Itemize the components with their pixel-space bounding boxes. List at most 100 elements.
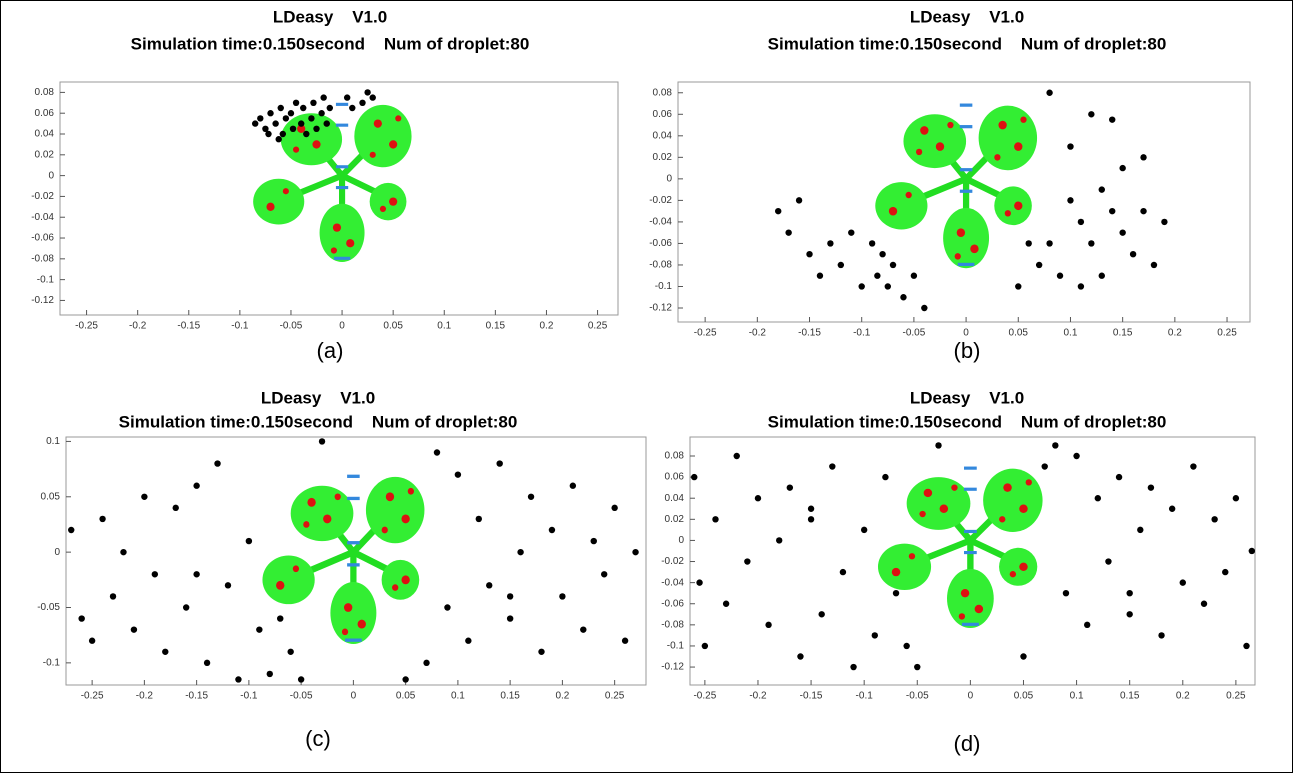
y-tick-label: -0.06 (31, 233, 54, 244)
y-tick-label: -0.02 (31, 191, 54, 202)
x-tick-label: -0.15 (177, 321, 200, 332)
x-tick-label: -0.25 (81, 691, 104, 702)
droplet (696, 579, 703, 586)
droplet (935, 442, 942, 449)
x-tick-label: 0.05 (1009, 328, 1029, 339)
droplet (318, 110, 325, 117)
x-tick-label: 0.1 (1070, 691, 1084, 702)
droplet (816, 272, 824, 279)
x-tick-label: 0 (339, 321, 345, 332)
x-tick-label: 0.25 (1217, 328, 1237, 339)
droplet (1129, 250, 1137, 258)
droplet (326, 104, 334, 112)
x-tick-label: -0.2 (136, 691, 154, 702)
droplet (914, 663, 921, 671)
x-tick-label: 0.05 (396, 691, 416, 702)
droplet (569, 482, 577, 489)
droplet (1077, 218, 1085, 226)
x-tick-label: 0 (968, 691, 974, 702)
droplet (1147, 484, 1155, 491)
droplet (775, 207, 782, 215)
droplet (277, 104, 284, 112)
droplet (860, 526, 868, 534)
droplet (369, 94, 376, 101)
droplet (559, 593, 566, 600)
x-tick-label: 0.1 (451, 691, 465, 702)
droplet (1088, 111, 1095, 118)
droplet (203, 659, 211, 667)
droplet (245, 537, 253, 545)
droplet (1052, 442, 1059, 449)
droplet (120, 548, 127, 556)
x-tick-label: 0 (963, 328, 969, 339)
droplet (1243, 642, 1250, 650)
y-tick-label: -0.12 (31, 295, 54, 306)
droplet (1232, 495, 1240, 502)
droplet (1025, 240, 1032, 247)
y-tick-label: -0.04 (661, 577, 684, 588)
droplet (265, 130, 272, 138)
x-tick-label: -0.2 (749, 328, 767, 339)
y-tick-label: 0 (666, 174, 672, 185)
x-tick-label: 0 (351, 691, 357, 702)
y-tick-label: 0.02 (665, 514, 685, 525)
droplet (1094, 495, 1102, 502)
y-tick-label: -0.1 (655, 281, 673, 292)
droplet (1140, 154, 1147, 161)
caption: (d) (954, 731, 981, 756)
droplet (1190, 463, 1197, 470)
droplet (151, 571, 159, 578)
droplet (1211, 516, 1218, 523)
droplet (1200, 600, 1208, 607)
plot-content (691, 442, 1255, 671)
droplet (266, 670, 273, 678)
droplet (308, 115, 315, 122)
y-tick-label: 0.06 (35, 108, 55, 119)
droplet (1119, 164, 1126, 172)
droplet (807, 516, 815, 523)
droplet (272, 120, 279, 127)
droplet (1098, 186, 1105, 193)
y-tick-label: 0.02 (653, 152, 673, 163)
droplet (882, 473, 889, 481)
droplet (1109, 116, 1116, 123)
droplet (1056, 272, 1064, 279)
y-tick-label: -0.02 (649, 195, 672, 206)
droplet (496, 460, 503, 467)
x-tick-label: 0.2 (540, 321, 554, 332)
x-tick-label: -0.25 (693, 691, 716, 702)
y-tick-label: 0.04 (35, 129, 55, 140)
y-tick-label: -0.1 (37, 274, 55, 285)
y-tick-label: -0.08 (661, 619, 684, 630)
x-tick-label: -0.05 (280, 321, 303, 332)
droplet (871, 632, 878, 639)
droplet (287, 648, 294, 655)
x-tick-label: 0.15 (500, 691, 520, 702)
droplet (444, 604, 451, 611)
droplet (318, 438, 326, 445)
droplet (722, 600, 730, 607)
x-tick-label: 0.25 (1226, 691, 1246, 702)
droplet (733, 452, 740, 460)
y-tick-label: 0 (678, 535, 684, 546)
droplet (691, 473, 698, 481)
droplet (310, 99, 317, 107)
droplet (1046, 89, 1053, 96)
droplet (818, 611, 825, 618)
y-tick-label: -0.1 (667, 641, 685, 652)
droplet (130, 626, 138, 633)
droplet (141, 493, 148, 500)
droplet (580, 626, 587, 633)
droplet (297, 676, 305, 683)
y-tick-label: 0.08 (665, 451, 685, 462)
droplet (797, 653, 804, 660)
droplet (289, 125, 297, 133)
droplet (786, 484, 794, 491)
droplet (267, 110, 274, 117)
chart-title: LDeasy V1.0 (261, 388, 375, 407)
droplet (744, 558, 751, 565)
droplet (903, 642, 910, 650)
droplet (402, 676, 409, 683)
x-tick-label: 0.05 (1014, 691, 1034, 702)
